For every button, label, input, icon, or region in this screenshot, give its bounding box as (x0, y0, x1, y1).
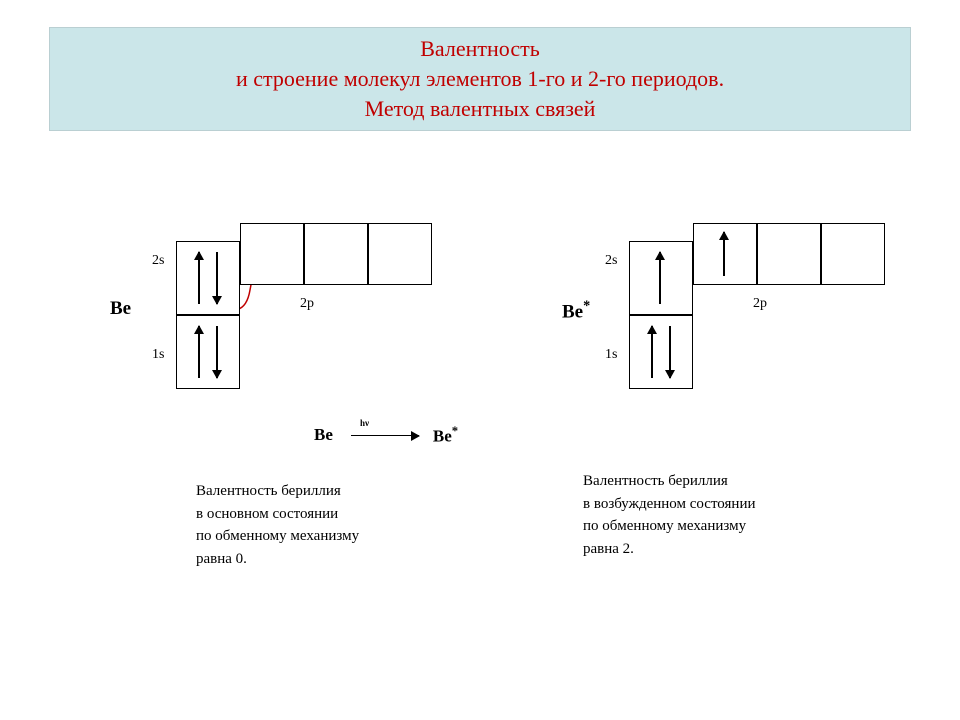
left-label-2p: 2p (300, 296, 314, 312)
right-e-s2_up (659, 252, 661, 304)
left-box-s2 (176, 241, 240, 315)
left-element: Be (110, 298, 131, 320)
title-line-2: и строение молекул элементов 1-го и 2-го… (236, 64, 724, 94)
left-caption: Валентность бериллия в основном состояни… (196, 480, 359, 570)
left-label-1s: 1s (152, 347, 164, 363)
right-box-p2 (757, 223, 821, 285)
right-element: Be* (562, 298, 590, 323)
right-box-p3 (821, 223, 885, 285)
left-box-p3 (368, 223, 432, 285)
right-label-2p: 2p (753, 296, 767, 312)
left-e-s1_up (198, 326, 200, 378)
left-label-2s: 2s (152, 253, 164, 269)
title-line-3: Метод валентных связей (365, 94, 596, 124)
title-line-1: Валентность (420, 34, 540, 64)
reaction-rhs: Be* (433, 424, 458, 447)
right-box-s1 (629, 315, 693, 389)
left-e-s2_up (198, 252, 200, 304)
left-e-s1_down (216, 326, 218, 378)
reaction-lhs: Be (314, 425, 333, 445)
reaction-arrow (351, 435, 419, 437)
right-caption: Валентность бериллия в возбужденном сост… (583, 470, 756, 560)
left-box-p1 (240, 223, 304, 285)
reaction-hv: hν (360, 418, 369, 428)
left-e-s2_down (216, 252, 218, 304)
right-label-2s: 2s (605, 253, 617, 269)
title-box: Валентность и строение молекул элементов… (49, 27, 911, 131)
right-e-p1_up (723, 232, 725, 275)
right-e-s1_down (669, 326, 671, 378)
reaction-row: Be Be* (314, 424, 458, 447)
left-box-p2 (304, 223, 368, 285)
left-box-s1 (176, 315, 240, 389)
right-label-1s: 1s (605, 347, 617, 363)
right-e-s1_up (651, 326, 653, 378)
